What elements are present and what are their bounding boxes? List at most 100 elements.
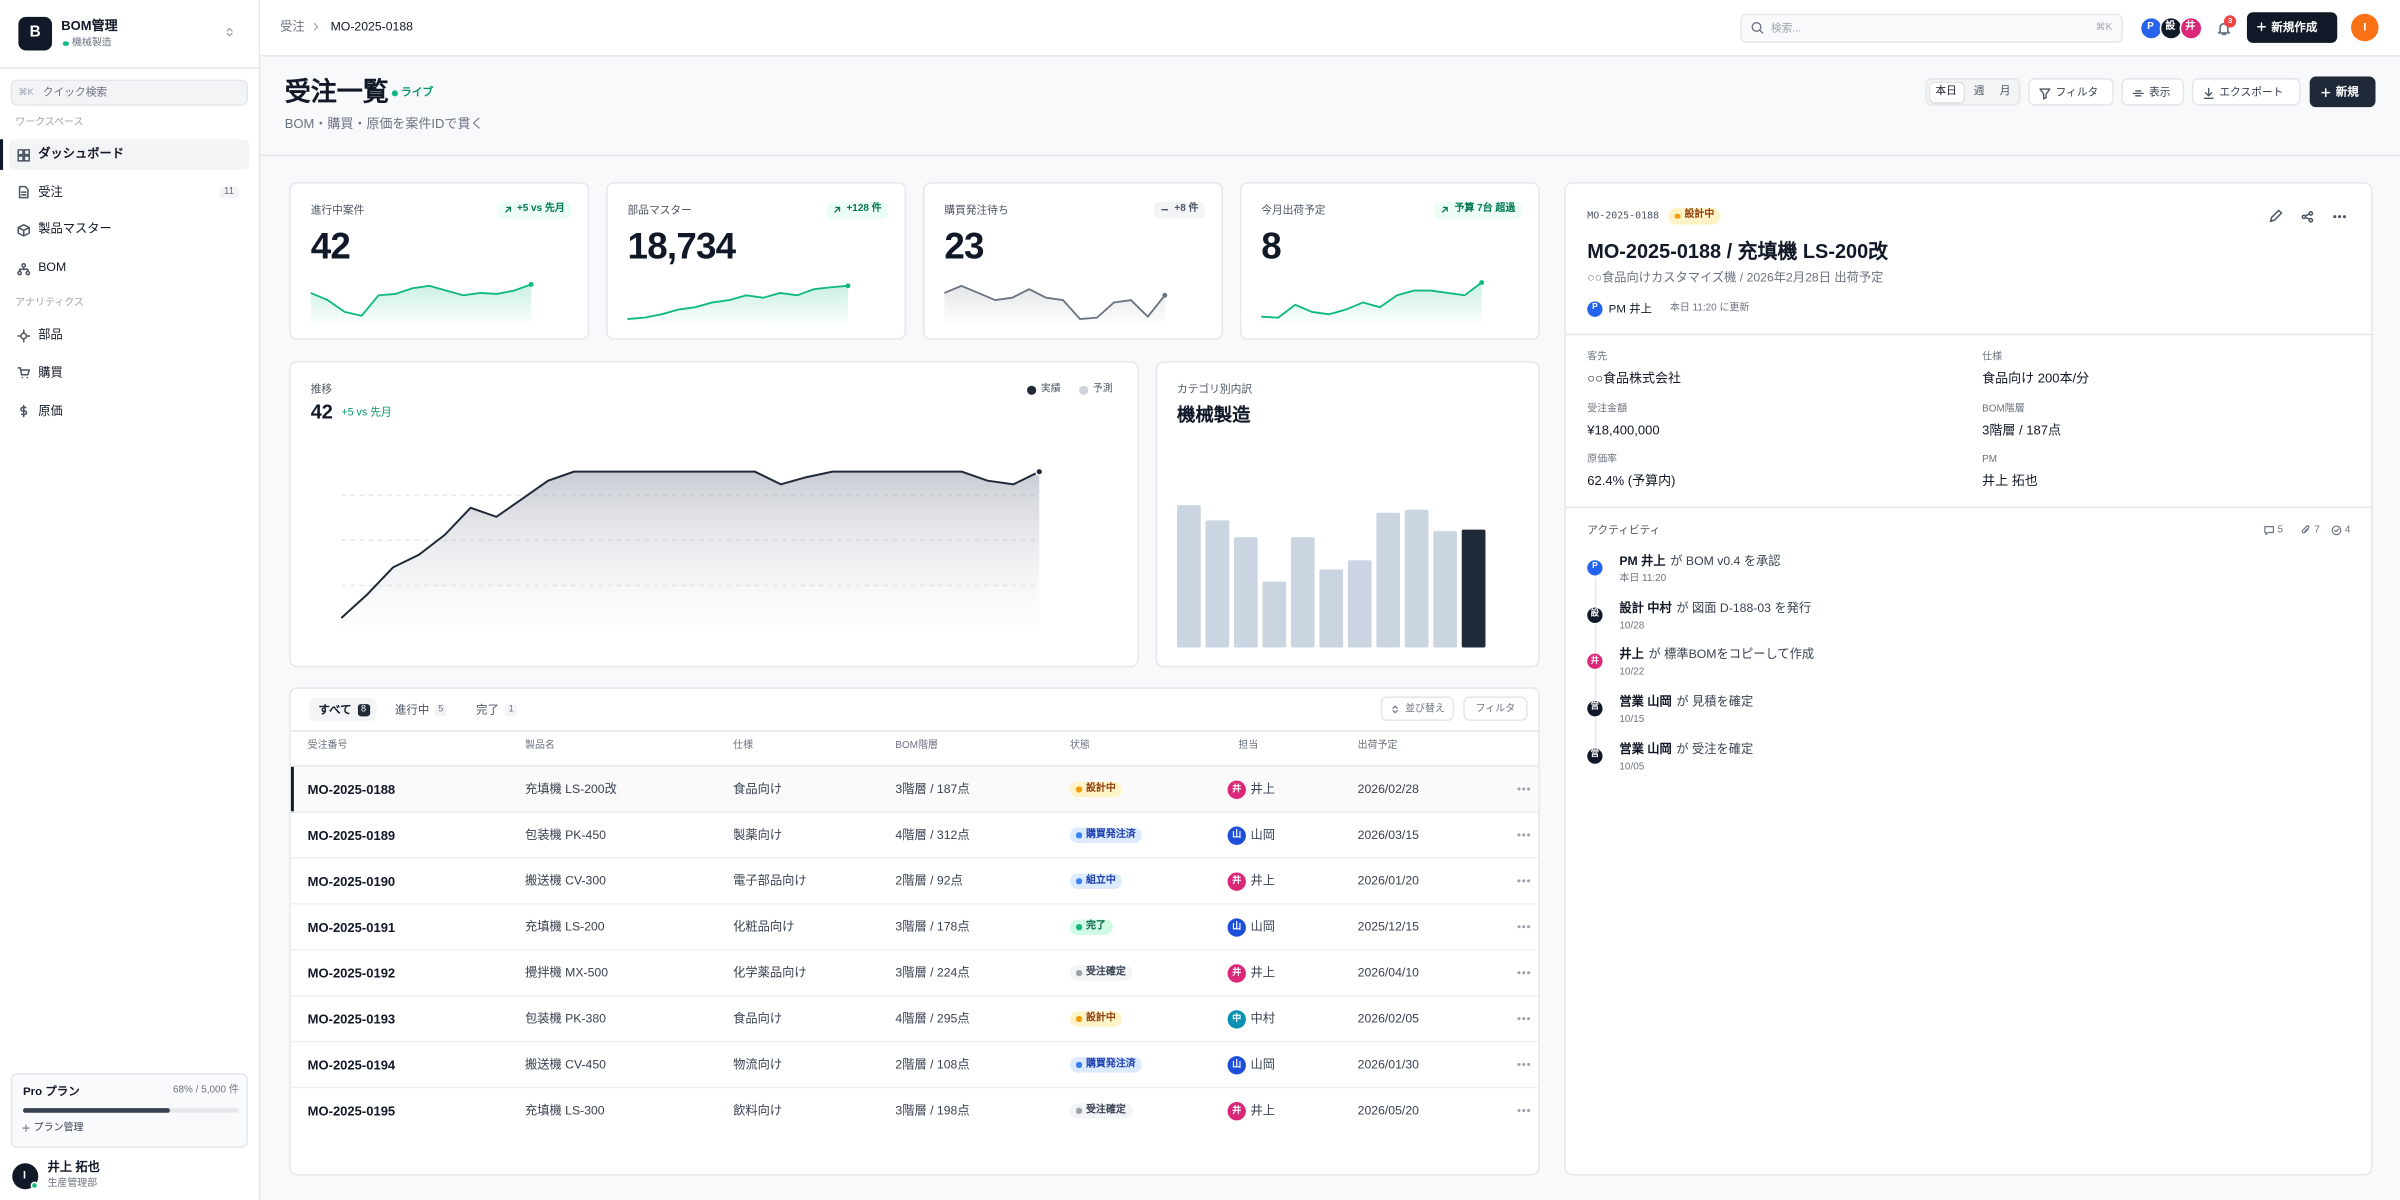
plan-progress xyxy=(22,1108,170,1113)
icon xyxy=(2203,87,2214,99)
activity-avatar: 営 xyxy=(1585,746,1605,765)
ship-date: 2026/01/30 xyxy=(1357,1056,1419,1071)
activity-avatar: P xyxy=(1585,558,1605,578)
page-subtitle: BOM・購買・原価を案件IDで貫く xyxy=(284,115,484,132)
status-badge: 設計中 xyxy=(1069,1010,1122,1027)
sparkline-end xyxy=(1479,280,1485,285)
row-divider xyxy=(290,1086,1539,1089)
nav-label: 製品マスター xyxy=(38,222,112,237)
activity-date: 10/28 xyxy=(1619,620,1645,632)
toolbar-button[interactable]: エクスポート xyxy=(2191,78,2301,106)
table-action[interactable]: フィルタ xyxy=(1463,696,1528,721)
status-badge: 受注確定 xyxy=(1069,964,1132,981)
row-divider xyxy=(290,948,1539,951)
icon[interactable] xyxy=(2268,209,2283,224)
table-action[interactable]: 並び替え xyxy=(1380,696,1455,721)
row-divider xyxy=(290,811,1539,813)
status-text: 組立中 xyxy=(1085,874,1116,886)
detail-owner-avatar: P xyxy=(1587,301,1603,317)
status-dot xyxy=(1674,213,1680,219)
status-text: 購買発注済 xyxy=(1085,1058,1136,1069)
icon-path xyxy=(17,367,30,379)
icon xyxy=(17,367,30,379)
sparkline xyxy=(310,281,534,327)
icon-path xyxy=(17,328,31,342)
sparkline-line xyxy=(310,283,532,317)
activity-actor: PM 井上 xyxy=(1619,554,1666,568)
table-row[interactable] xyxy=(290,766,1539,813)
create-button[interactable]: 新規作成 xyxy=(2246,12,2338,43)
logo xyxy=(18,16,53,51)
nav-label: BOM xyxy=(38,260,67,275)
activity-actor: 設計 中村 xyxy=(1619,601,1672,615)
chart-delta: +5 vs 先月 xyxy=(341,407,392,419)
sparkline xyxy=(944,284,1168,327)
toolbar-button[interactable]: 表示 xyxy=(2121,78,2185,106)
sparkline-line xyxy=(1261,281,1483,319)
new-button[interactable]: 新規 xyxy=(2309,76,2376,108)
icon-path xyxy=(17,148,30,161)
spec: 食品向け xyxy=(733,1010,783,1025)
ship-date: 2026/02/05 xyxy=(1357,1010,1419,1025)
search-placeholder: クイック検索 xyxy=(42,87,108,98)
activity-date: 本日 11:20 xyxy=(1619,573,1667,585)
chart-label: カテゴリ別内訳 xyxy=(1177,384,1253,396)
kpi-card: 進行中案件 +5 vs 先月 42 xyxy=(289,182,590,340)
legend-label: 予測 xyxy=(1092,383,1113,395)
chart-value: 42 xyxy=(310,400,333,424)
kpi-delta-text: +128 件 xyxy=(846,203,882,215)
icon-path xyxy=(2269,209,2283,223)
row-divider xyxy=(290,903,1539,905)
product-name: 攪拌機 MX-500 xyxy=(524,965,609,979)
activity-action: が BOM v0.4 を承認 xyxy=(1670,554,1781,568)
plan-manage[interactable]: プラン管理 xyxy=(33,1122,84,1134)
detail-divider xyxy=(1565,333,2374,336)
ship-date: 2026/01/20 xyxy=(1357,873,1419,887)
spec: 化学薬品向け xyxy=(733,965,807,979)
field-label: BOM階層 xyxy=(1982,402,2025,414)
order-id: MO-2025-0195 xyxy=(307,1102,396,1118)
spec: 製薬向け xyxy=(733,827,783,842)
user-online xyxy=(29,1180,38,1189)
owner-name: 山岡 xyxy=(1250,919,1275,933)
kpi-label: 進行中案件 xyxy=(310,205,365,217)
current-user[interactable]: I xyxy=(2351,13,2379,42)
sidebar: B BOM管理 機械製造 ⌘K クイック検索 ワークスペース ダッシュボード 受注 11 製品マス… xyxy=(0,0,261,1200)
sparkline xyxy=(1261,280,1485,327)
owner-avatar: 井 xyxy=(1227,779,1246,799)
icon xyxy=(17,148,30,161)
icon xyxy=(2321,87,2331,97)
activity-avatar: 井 xyxy=(1585,652,1605,672)
kpi-card: 購買発注待ち +8 件 23 xyxy=(922,182,1223,340)
product-name: 搬送機 CV-450 xyxy=(524,1056,606,1071)
breadcrumb[interactable]: 受注 xyxy=(280,19,305,34)
owner-name: 山岡 xyxy=(1250,827,1275,842)
sparkline-end xyxy=(1162,292,1168,298)
row-selected-bar xyxy=(290,766,294,813)
icon-path xyxy=(1392,705,1398,714)
icon[interactable] xyxy=(2301,210,2315,224)
topbar: 受注 MO-2025-0188 検索... ⌘K P 設井 3 新規作成 I xyxy=(260,0,2400,57)
icon[interactable] xyxy=(2333,210,2347,224)
kpi-label: 部品マスター xyxy=(627,205,692,217)
icon xyxy=(1517,1108,1531,1112)
org-name: 機械製造 xyxy=(71,37,112,48)
toolbar-button[interactable]: フィルタ xyxy=(2028,78,2114,106)
legend-swatch xyxy=(1079,385,1089,395)
status-text: 購買発注済 xyxy=(1085,828,1136,840)
sparkline-area xyxy=(627,285,848,327)
icon-path xyxy=(2203,87,2214,99)
icon xyxy=(313,22,319,31)
owner-name: 中村 xyxy=(1250,1010,1275,1025)
quick-search[interactable] xyxy=(10,79,248,106)
header-divider xyxy=(260,154,2400,157)
bar xyxy=(1319,569,1344,648)
search-box[interactable] xyxy=(1740,13,2123,43)
status-badge: 設計中 xyxy=(1069,780,1122,798)
field-value: 62.4% (予算内) xyxy=(1587,472,1676,488)
ship-date: 2026/05/20 xyxy=(1357,1102,1419,1117)
icon-path xyxy=(504,207,511,214)
owner-avatar: 井 xyxy=(1227,871,1246,891)
tab-count: 1 xyxy=(504,703,518,716)
